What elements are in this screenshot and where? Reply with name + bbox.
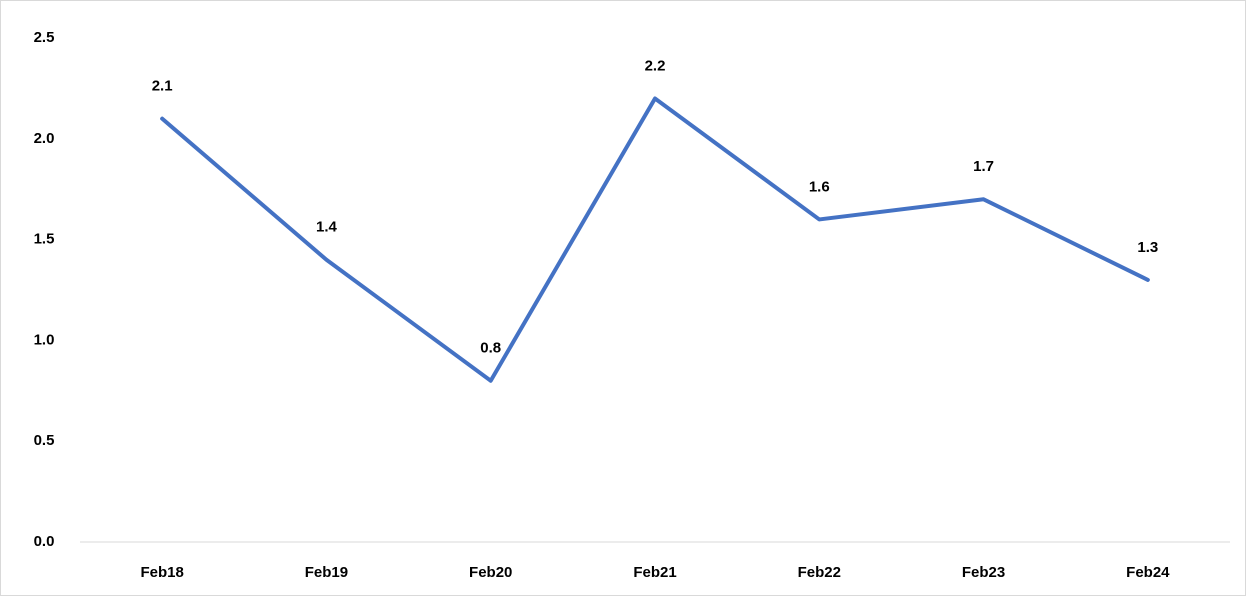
- data-line: [160, 96, 1150, 383]
- y-tick-label: 2.0: [34, 130, 55, 147]
- y-tick-label: 0.0: [34, 533, 55, 550]
- x-tick-label: Feb24: [1126, 564, 1170, 581]
- x-tick-label: Feb22: [798, 564, 841, 581]
- x-tick-label: Feb21: [633, 564, 676, 581]
- x-tick-label: Feb23: [962, 564, 1005, 581]
- data-label: 1.3: [1137, 239, 1158, 256]
- x-tick-label: Feb18: [140, 564, 183, 581]
- data-label: 2.1: [152, 78, 173, 95]
- data-label: 1.7: [973, 158, 994, 175]
- data-label: 0.8: [480, 340, 501, 357]
- x-tick-label: Feb19: [305, 564, 348, 581]
- y-tick-label: 1.5: [34, 231, 55, 248]
- data-label: 1.4: [316, 219, 338, 236]
- x-tick-label: Feb20: [469, 564, 512, 581]
- y-tick-label: 1.0: [34, 331, 55, 348]
- y-tick-label: 0.5: [34, 432, 55, 449]
- data-label: 1.6: [809, 178, 830, 195]
- y-tick-label: 2.5: [34, 29, 55, 46]
- data-label: 2.2: [645, 57, 666, 74]
